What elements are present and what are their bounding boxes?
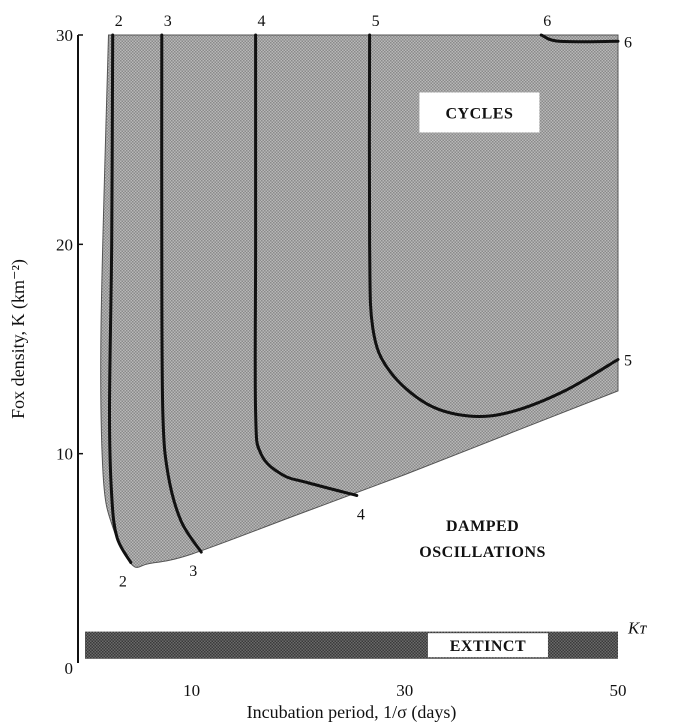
contour-line-4 (253, 33, 359, 497)
contour-label-top-5: 5 (372, 13, 380, 30)
contour-label-top-4: 4 (258, 13, 266, 30)
contour-labels: 2 2 3 3 4 4 5 5 6 6 (115, 13, 632, 591)
cycles-region (100, 34, 619, 568)
contour-label-top-3: 3 (164, 13, 172, 30)
contour-line-6 (539, 33, 620, 44)
y-tick-label: 20 (56, 235, 73, 254)
cycles-label: CYCLES (445, 105, 513, 122)
cycles-label-box (419, 92, 540, 133)
contour-lines (107, 33, 620, 564)
x-tick-label: 30 (396, 681, 413, 700)
x-axis-ticks: 0 10 30 50 (65, 659, 627, 700)
y-tick-label: 10 (56, 445, 73, 464)
extinct-label-box (427, 633, 548, 658)
contour-line-2 (107, 33, 133, 564)
y-axis-ticks: 10 20 30 (56, 26, 83, 464)
x-tick-label: 50 (610, 681, 627, 700)
x-axis-title: Incubation period, 1/σ (days) (247, 702, 457, 723)
contour-label-end-2: 2 (119, 574, 127, 591)
damped-oscillations-label: DAMPED OSCILLATIONS (419, 518, 546, 561)
contour-label-top-6: 6 (543, 13, 551, 30)
y-axis-title: Fox density, K (km⁻²) (8, 259, 29, 419)
contour-label-end-3: 3 (189, 563, 197, 580)
threshold-kt-label: Kᴛ (627, 619, 647, 638)
contour-line-5 (367, 33, 620, 419)
contour-line-3 (160, 33, 203, 554)
x-tick-label: 0 (65, 659, 74, 678)
contour-label-end-6: 6 (624, 34, 632, 51)
extinct-label: EXTINCT (450, 638, 526, 655)
y-tick-label: 30 (56, 26, 73, 45)
contour-label-top-2: 2 (115, 13, 123, 30)
contour-label-end-4: 4 (357, 507, 365, 524)
x-tick-label: 10 (183, 681, 200, 700)
contour-label-end-5: 5 (624, 352, 632, 369)
